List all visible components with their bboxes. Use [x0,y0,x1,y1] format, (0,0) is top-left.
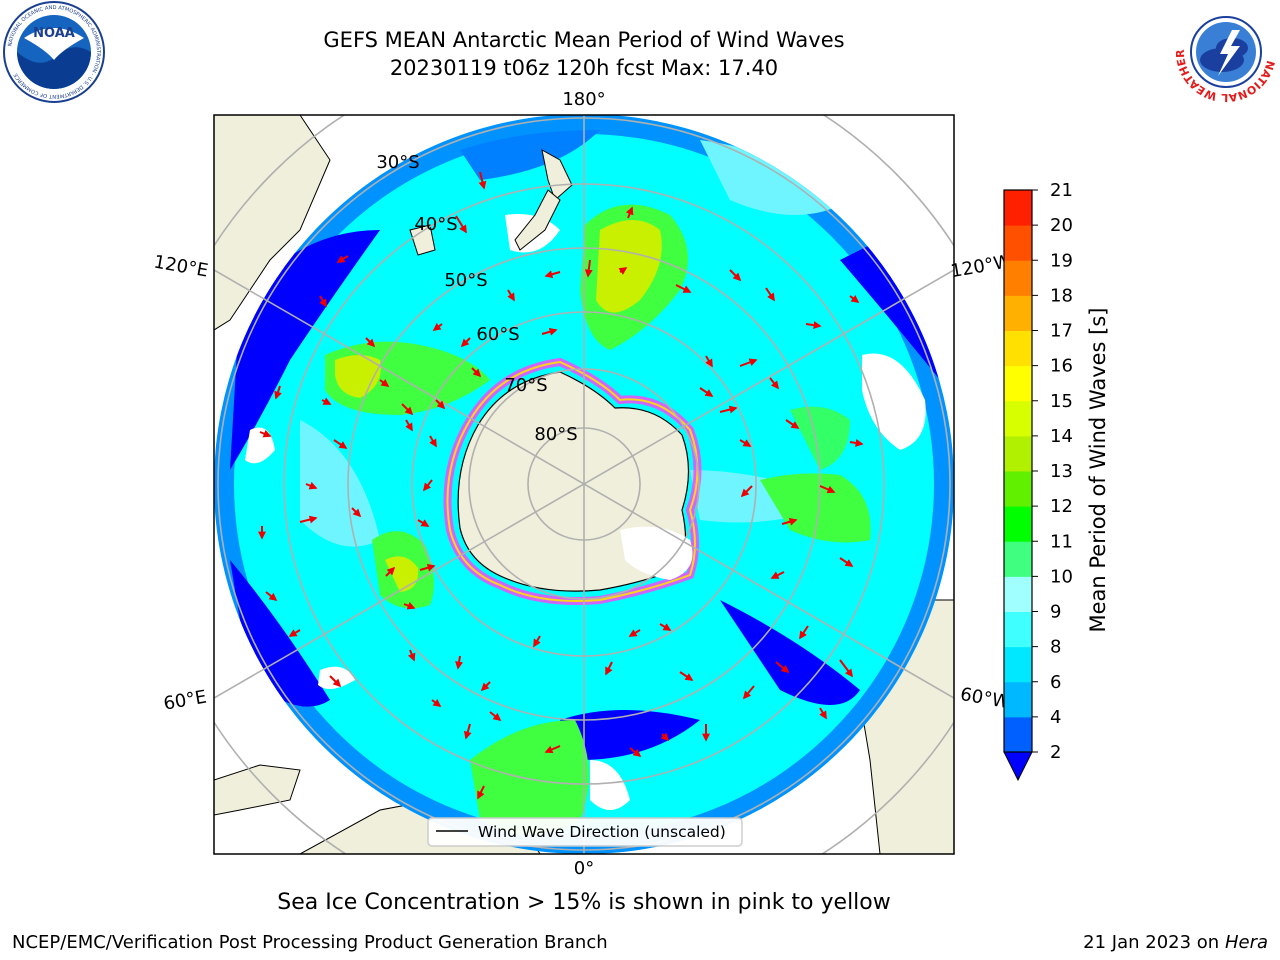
australia-land [214,115,331,331]
colorbar-segment [1004,681,1032,718]
chart-title: GEFS MEAN Antarctic Mean Period of Wind … [323,28,845,52]
sea-ice-caption: Sea Ice Concentration > 15% is shown in … [277,890,891,915]
noaa-logo-text: NOAA [33,26,75,41]
lon-label-0: 0° [574,858,594,879]
footer-host: Hera [1224,932,1268,953]
colorbar-tick-label: 18 [1050,285,1073,306]
wind-wave-arrows [258,171,864,800]
colorbar-segment [1004,260,1032,296]
colorbar-tick-label: 16 [1050,356,1073,377]
lon-label-120e: 120°E [152,251,210,281]
colorbar-tick-label: 10 [1050,566,1073,587]
colorbar-segment [1004,330,1032,367]
colorbar-segment [1004,365,1032,402]
colorbar-segment [1004,295,1032,331]
lat-label-50s: 50°S [444,270,487,291]
colorbar-segment [1004,716,1032,753]
colorbar-tick-label: 13 [1050,461,1073,482]
colorbar-tick-label: 2 [1050,742,1061,763]
chart-subtitle: 20230119 t06z 120h fcst Max: 17.40 [389,56,779,80]
colorbar-segment [1004,541,1032,577]
colorbar-segment [1004,611,1032,648]
ice-shelf-white [620,526,693,580]
graticule [214,115,954,854]
colorbar-segment [1004,225,1032,261]
colorbar-tick-label: 15 [1050,391,1073,412]
colorbar-tick-label: 11 [1050,531,1073,552]
colorbar-segment [1004,400,1032,437]
colorbar-tick-label: 19 [1050,250,1073,271]
colorbar-segment [1004,506,1032,542]
noaa-logo: NOAA NATIONAL OCEANIC AND ATMOSPHERIC AD… [3,1,105,103]
lat-label-70s: 70°S [504,375,547,396]
nws-logo: NATIONAL WEATHER SERVICE [1174,0,1277,104]
lat-label-30s: 30°S [376,152,419,173]
colorbar-tick-label: 9 [1050,602,1061,623]
colorbar-tick-label: 21 [1050,180,1073,201]
colorbar-tick-label: 17 [1050,321,1073,342]
footer-date: 21 Jan 2023 on Hera [1083,932,1268,953]
colorbar-tick-label: 8 [1050,637,1061,658]
colorbar-segment [1004,435,1032,472]
new-zealand-land [541,149,573,201]
colorbar-tick-label: 12 [1050,496,1073,517]
lat-label-40s: 40°S [414,214,457,235]
colorbar-segment [1004,190,1032,226]
footer-branch: NCEP/EMC/Verification Post Processing Pr… [12,932,608,953]
colorbar-tick-label: 14 [1050,426,1073,447]
colorbar: 2 4 6 8 9 10 11 12 13 14 15 16 17 18 19 20 21 [1003,180,1073,782]
colorbar-segment [1004,471,1032,507]
map-legend: Wind Wave Direction (unscaled) [427,817,743,847]
colorbar-tick-label: 20 [1050,215,1073,236]
lat-label-60s: 60°S [476,324,519,345]
colorbar-segment [1004,646,1032,683]
madagascar-land [214,764,301,816]
colorbar-extend [1003,751,1033,782]
lat-label-80s: 80°S [534,424,577,445]
footer-date-text: 21 Jan 2023 on [1083,932,1225,953]
colorbar-tick-label: 4 [1050,707,1061,728]
colorbar-tick-label: 6 [1050,672,1061,693]
map-frame [213,114,955,855]
legend-label: Wind Wave Direction (unscaled) [478,823,726,841]
colorbar-segment [1004,576,1032,612]
colorbar-label: Mean Period of Wind Waves [s] [1086,307,1110,633]
latitude-labels: 30°S 40°S 50°S 60°S 70°S 80°S [376,152,577,445]
lon-label-60e: 60°E [162,686,208,714]
lon-label-180: 180° [562,89,605,110]
